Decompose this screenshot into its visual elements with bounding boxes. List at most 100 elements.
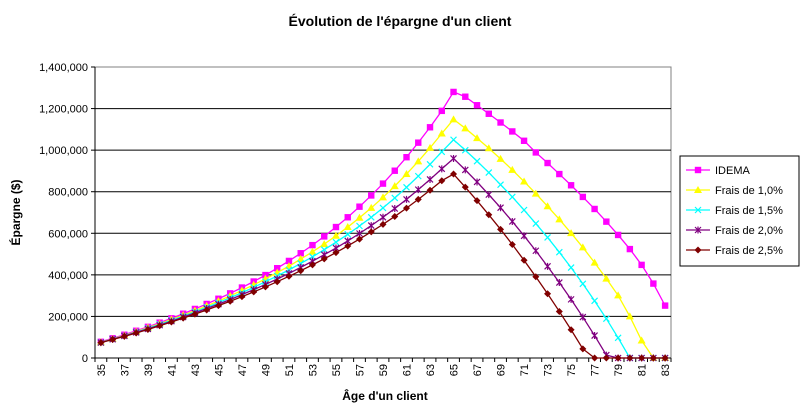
data-point: [461, 146, 469, 154]
data-point: [343, 223, 352, 231]
data-point: [497, 181, 504, 189]
x-tick-label: 47: [237, 364, 249, 376]
x-tick-label: 49: [260, 364, 272, 376]
x-tick-label: 59: [378, 364, 390, 376]
x-tick-label: 57: [354, 364, 366, 376]
y-tick-label: 1,400,000: [39, 62, 88, 74]
data-point: [694, 186, 702, 193]
x-tick-label: 37: [119, 364, 131, 376]
y-tick-label: 200,000: [48, 311, 88, 323]
x-tick-label: 41: [166, 364, 178, 376]
legend-label: IDEMA: [715, 165, 751, 177]
y-axis-title: Épargne ($): [8, 179, 23, 245]
y-tick-label: 800,000: [48, 187, 88, 199]
x-tick-label: 77: [590, 364, 602, 376]
data-point: [356, 203, 363, 210]
data-point: [544, 262, 551, 270]
x-tick-label: 75: [566, 364, 578, 376]
data-point: [694, 166, 702, 174]
x-tick-label: 73: [543, 364, 555, 376]
data-point: [367, 203, 376, 211]
data-point: [120, 332, 128, 340]
x-tick-label: 71: [519, 364, 531, 376]
data-point: [403, 154, 410, 161]
data-point: [109, 336, 117, 344]
data-point: [614, 291, 623, 299]
data-point: [332, 223, 340, 231]
data-point: [426, 160, 434, 168]
y-tick-label: 1,200,000: [39, 104, 88, 116]
x-tick-label: 79: [613, 364, 625, 376]
data-point: [332, 238, 340, 246]
data-point: [591, 205, 598, 213]
data-point: [485, 169, 493, 177]
data-point: [426, 175, 434, 183]
data-point: [238, 293, 246, 301]
data-point: [403, 183, 410, 191]
y-tick-label: 400,000: [48, 270, 88, 282]
data-point: [344, 214, 351, 221]
data-point: [473, 134, 482, 142]
x-tick-label: 53: [307, 364, 319, 376]
data-point: [191, 310, 199, 318]
data-point: [391, 167, 398, 174]
data-point: [403, 195, 410, 203]
data-point: [367, 228, 375, 236]
x-tick-label: 65: [449, 364, 461, 376]
data-point: [520, 137, 528, 144]
data-point: [578, 243, 587, 251]
data-point: [602, 354, 610, 362]
data-point: [497, 225, 505, 233]
data-point: [484, 144, 493, 152]
data-point: [156, 322, 164, 330]
x-tick-label: 39: [143, 364, 155, 376]
data-point: [355, 213, 364, 221]
data-point: [344, 230, 352, 238]
data-point: [356, 222, 363, 230]
data-point: [567, 264, 575, 272]
data-point: [415, 139, 422, 146]
data-point: [450, 88, 457, 96]
series-layer: [96, 88, 670, 362]
data-point: [544, 159, 551, 167]
x-tick-label: 35: [96, 364, 108, 376]
data-point: [214, 302, 222, 310]
x-tick-label: 81: [637, 364, 649, 376]
data-point: [579, 280, 587, 288]
data-point: [532, 220, 540, 227]
data-point: [508, 165, 517, 173]
data-point: [379, 204, 387, 212]
data-point: [449, 115, 458, 123]
data-point: [261, 283, 269, 291]
data-point: [637, 336, 646, 344]
y-tick-label: 1,000,000: [39, 145, 88, 157]
data-point: [532, 273, 540, 281]
data-point: [614, 334, 622, 342]
data-point: [650, 280, 657, 287]
data-point: [626, 245, 634, 253]
data-point: [591, 354, 599, 362]
data-point: [167, 318, 175, 326]
data-point: [203, 306, 211, 314]
data-point: [602, 274, 611, 282]
x-tick-label: 67: [472, 364, 484, 376]
data-point: [450, 136, 457, 144]
data-point: [414, 157, 423, 165]
data-point: [555, 215, 564, 223]
data-point: [285, 272, 293, 280]
data-point: [297, 267, 305, 275]
legend-label: Frais de 2,0%: [715, 225, 783, 237]
data-point: [461, 166, 469, 174]
data-point: [496, 154, 505, 162]
data-point: [497, 119, 504, 126]
data-point: [520, 256, 528, 264]
data-point: [344, 242, 352, 250]
data-point: [556, 170, 563, 178]
data-point: [638, 354, 646, 362]
data-point: [462, 93, 469, 100]
x-tick-label: 51: [284, 364, 296, 376]
data-point: [274, 265, 281, 272]
data-point: [509, 128, 516, 135]
data-point: [555, 248, 563, 256]
